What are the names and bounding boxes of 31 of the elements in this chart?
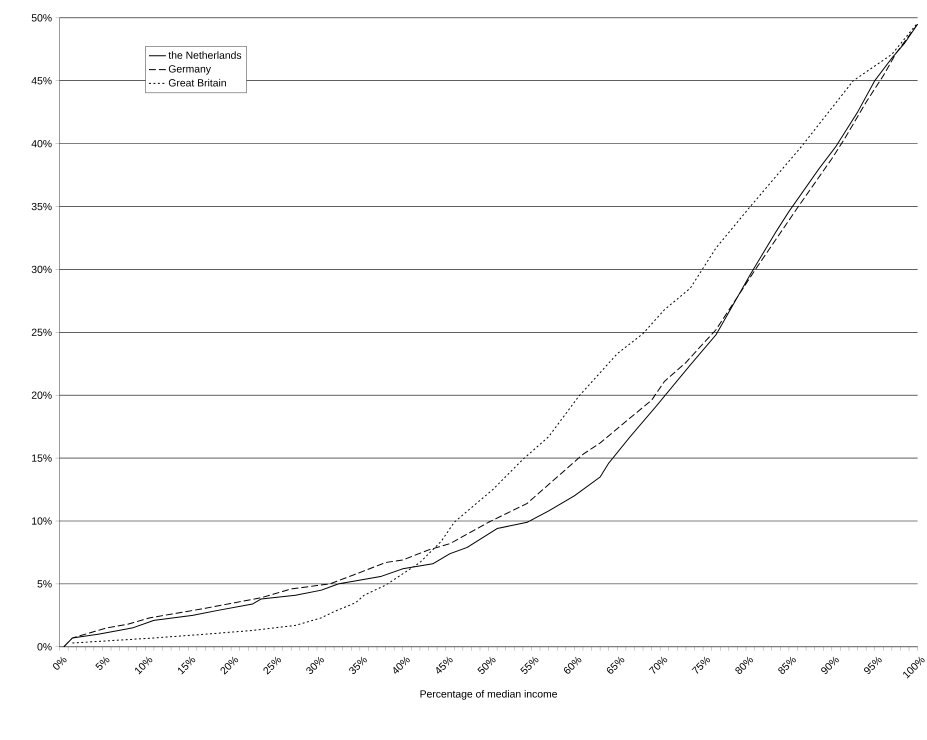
- x-tick-label: 85%: [778, 656, 796, 674]
- y-tick-label: 40%: [32, 140, 52, 148]
- x-tick-label: 95%: [864, 656, 882, 674]
- y-tick-label: 45%: [32, 77, 52, 84]
- y-tick-label: 15%: [32, 454, 52, 462]
- x-tick-label: 90%: [821, 656, 839, 674]
- x-axis-title: Percentage of median income: [420, 690, 558, 700]
- x-tick-label: 45%: [436, 656, 453, 674]
- y-tick-label: 20%: [32, 392, 52, 399]
- y-tick-label: 50%: [32, 14, 52, 22]
- x-tick-label: 75%: [692, 656, 710, 674]
- x-tick-label: 65%: [606, 656, 624, 674]
- x-tick-label: 60%: [564, 656, 582, 674]
- y-tick-label: 10%: [32, 517, 52, 525]
- x-tick-label: 5%: [95, 656, 110, 670]
- x-tick-label: 30%: [306, 656, 324, 674]
- legend-label: the Netherlands: [168, 51, 242, 59]
- x-tick-label: 0%: [53, 656, 67, 670]
- y-tick-label: 35%: [32, 202, 52, 210]
- x-tick-label: 70%: [648, 656, 668, 674]
- y-tick-label: 0%: [37, 643, 52, 650]
- x-tick-label: 50%: [477, 656, 496, 674]
- x-tick-label: 80%: [735, 656, 754, 674]
- x-tick-label: 40%: [393, 656, 410, 674]
- legend-label: Germany: [168, 65, 211, 75]
- y-tick-label: 25%: [32, 328, 52, 336]
- x-tick-label: 55%: [520, 656, 538, 674]
- x-tick-label: 35%: [349, 656, 367, 674]
- legend-label: Great Britain: [168, 78, 226, 87]
- y-tick-label: 30%: [32, 266, 52, 274]
- y-tick-label: 5%: [37, 580, 52, 588]
